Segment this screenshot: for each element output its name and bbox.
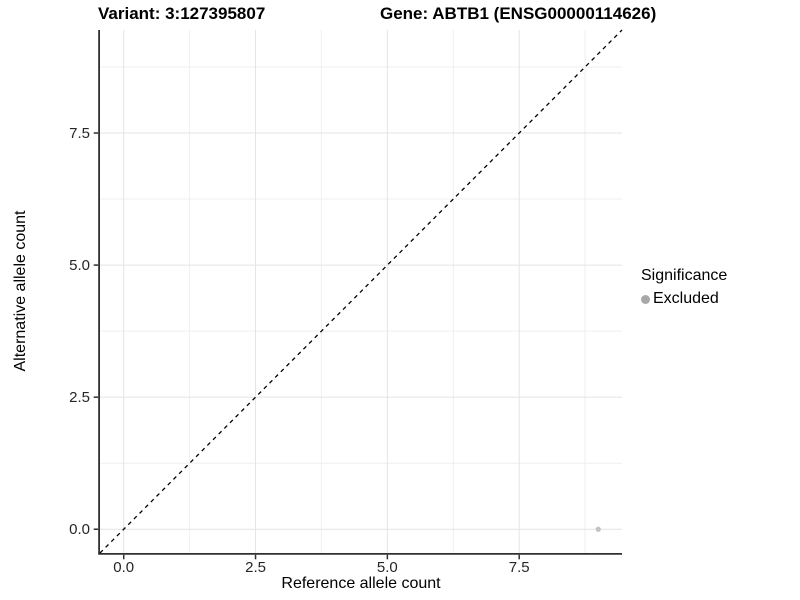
gene-title: Gene: ABTB1 (ENSG00000114626) [380, 4, 657, 23]
legend-item: Excluded [641, 290, 727, 308]
data-point [595, 526, 601, 532]
identity-dashed-line [99, 29, 623, 554]
y-tick-label: 2.5 [69, 389, 90, 406]
legend-items: Excluded [641, 290, 727, 308]
legend-item-label: Excluded [653, 290, 719, 307]
y-tick-label: 5.0 [69, 257, 90, 274]
x-tick-label: 0.0 [113, 559, 134, 576]
y-tick-label: 0.0 [69, 521, 90, 538]
x-tick-label: 7.5 [509, 559, 530, 576]
x-axis-title: Reference allele count [281, 575, 441, 592]
y-axis-title: Alternative allele count [12, 210, 29, 372]
legend-title: Significance [641, 267, 728, 284]
legend-key-circle-icon [641, 294, 650, 304]
variant-title: Variant: 3:127395807 [98, 4, 266, 23]
legend: Significance Excluded [641, 267, 727, 308]
y-tick-label: 7.5 [69, 125, 90, 142]
x-tick-label: 2.5 [245, 559, 266, 576]
x-tick-label: 5.0 [377, 559, 398, 576]
